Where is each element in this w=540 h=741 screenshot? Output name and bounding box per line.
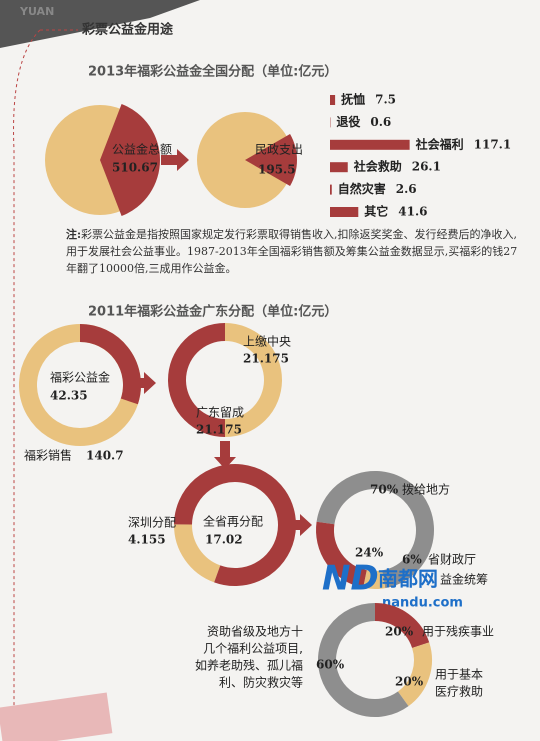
ring-text: 用于基本	[435, 668, 483, 682]
pct: 60%	[316, 658, 345, 672]
pie-value: 510.67	[112, 161, 158, 175]
bar-value: 117.1	[474, 137, 512, 151]
ring-label: 福彩销售	[24, 448, 72, 463]
ring-text: 资助省级及地方十	[207, 624, 303, 639]
ring-label: 上缴中央	[243, 334, 291, 349]
ring-text: 利、防灾救灾等	[219, 675, 303, 690]
ring-segment	[374, 603, 430, 649]
ring-value: 21.175	[243, 352, 289, 366]
ring-segment	[363, 570, 386, 589]
ring-segment	[79, 324, 141, 405]
ring-value: 4.155	[128, 533, 166, 547]
ring-value: 140.7	[86, 449, 124, 463]
ring-text: 拨给地方	[402, 482, 450, 497]
pct: 20%	[395, 675, 424, 689]
header-decor: YUAN	[19, 5, 54, 18]
bar-label: 其它	[364, 204, 388, 219]
note: 注:彩票公益金是指按照国家规定发行彩票取得销售收入,扣除返奖奖金、发行经费后的净…	[66, 226, 526, 277]
pie-label: 公益金总额	[112, 142, 172, 157]
bar	[330, 184, 332, 195]
ring-text: 医疗救助	[435, 684, 483, 699]
ring-value: 42.35	[50, 389, 88, 403]
arrow	[214, 441, 236, 469]
header-title: 彩票公益金用途	[81, 22, 174, 38]
pct: 20%	[385, 625, 414, 639]
ring-segment	[316, 471, 434, 589]
pct: 70%	[370, 483, 399, 497]
bar-label: 退役	[336, 114, 360, 129]
ring-segment	[174, 524, 221, 583]
ring-label: 全省再分配	[203, 514, 263, 529]
ring-segment	[318, 603, 409, 717]
ring-value: 21.175	[196, 423, 242, 437]
pie-wedge	[100, 104, 161, 216]
bar-label: 自然灾害	[338, 181, 386, 196]
bar-value: 2.6	[396, 182, 417, 196]
bar	[330, 207, 359, 217]
ring-text: 用于残疾事业	[422, 624, 494, 639]
dashed-line	[13, 29, 41, 741]
bar-value: 26.1	[412, 160, 441, 174]
pie-value: 195.5	[258, 163, 296, 177]
pct: 6%	[402, 553, 422, 567]
bar	[330, 139, 410, 150]
arrow	[128, 372, 156, 394]
ring-segment	[316, 521, 368, 588]
ring-value: 17.02	[205, 533, 243, 547]
ring-label: 福彩公益金	[50, 370, 110, 385]
watermark-logo: ND	[322, 559, 379, 599]
ring-segment	[224, 323, 282, 437]
header-band	[0, 0, 200, 48]
section-title: 2011年福彩公益金广东分配（单位:亿元）	[88, 304, 337, 320]
money-decor	[0, 692, 113, 741]
bar-label: 社会福利	[415, 136, 464, 151]
arrow	[161, 149, 189, 171]
ring-segment	[174, 464, 296, 586]
bar	[330, 162, 348, 173]
ring-text: 省财政厅	[428, 553, 476, 567]
watermark-name: 南都网	[378, 567, 438, 591]
bar-value: 41.6	[398, 205, 427, 219]
ring-label: 广东留成	[196, 406, 244, 420]
ring-text: 几个福利公益项目,	[203, 641, 303, 656]
ring-text: 益金统筹	[440, 572, 488, 587]
pie-label: 民政支出	[255, 143, 303, 157]
bar	[330, 95, 336, 105]
ring-text: 如养老助残、孤儿福	[195, 658, 303, 673]
note-text: 彩票公益金是指按照国家规定发行彩票取得销售收入,扣除返奖奖金、发行经费后的净收入…	[66, 228, 518, 275]
watermark-url: nandu.com	[382, 596, 463, 611]
pct: 24%	[355, 546, 384, 560]
bar-label: 抚恤	[341, 92, 365, 107]
pie-wedge	[245, 134, 298, 186]
bar-label: 社会救助	[353, 159, 402, 174]
ring-label: 深圳分配	[128, 516, 176, 530]
bar-value: 7.5	[375, 93, 396, 107]
arrow	[284, 514, 312, 536]
section-title: 2013年福彩公益金全国分配（单位:亿元）	[88, 64, 337, 80]
ring-segment	[168, 323, 226, 437]
ring-segment	[397, 642, 432, 707]
bar-value: 0.6	[370, 115, 391, 129]
note-prefix: 注:	[66, 228, 82, 241]
